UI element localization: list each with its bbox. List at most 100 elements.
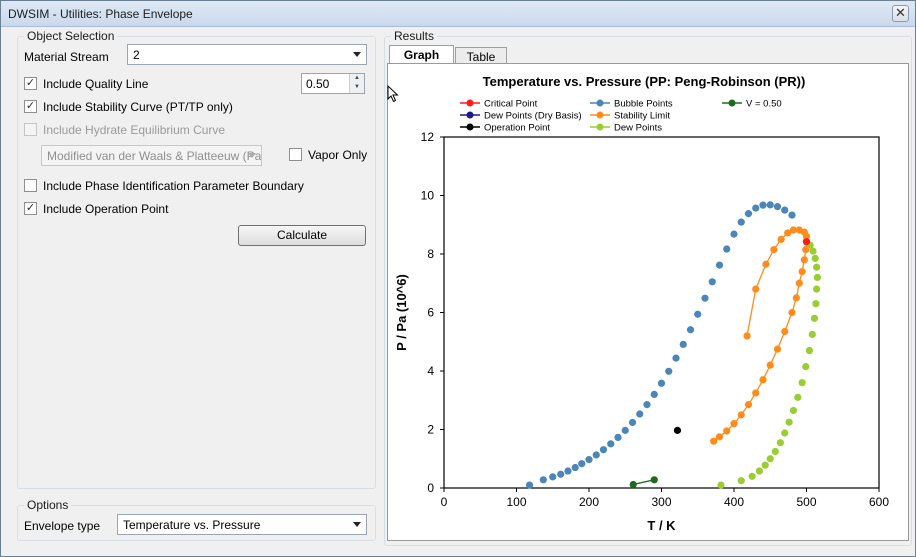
calculate-button[interactable]: Calculate [238, 225, 366, 246]
stability-curve-label: Include Stability Curve (PT/TP only) [43, 100, 233, 114]
data-point [710, 437, 718, 445]
y-tick-label: 12 [421, 130, 435, 144]
data-point [621, 426, 629, 434]
data-point [607, 440, 615, 448]
data-point [723, 245, 731, 253]
data-point [737, 477, 745, 485]
data-point [701, 294, 709, 302]
y-tick-label: 10 [421, 189, 435, 203]
tab-graph[interactable]: Graph [389, 45, 454, 66]
legend-marker [596, 111, 604, 119]
phase-id-boundary-label: Include Phase Identification Parameter B… [43, 179, 304, 193]
mouse-cursor-icon [387, 85, 399, 103]
data-point [752, 285, 760, 293]
chevron-down-icon [353, 522, 361, 527]
data-point [650, 390, 658, 398]
envelope-type-select[interactable]: Temperature vs. Pressure [117, 514, 367, 535]
legend-label: Bubble Points [614, 99, 673, 110]
data-point [744, 401, 753, 409]
stability-curve-checkbox[interactable]: ✓ [24, 100, 37, 113]
hydrate-curve-checkbox[interactable] [24, 123, 37, 136]
object-selection-legend: Object Selection [27, 29, 115, 43]
data-point [673, 426, 682, 434]
results-group: Results [384, 29, 912, 546]
data-point [752, 204, 760, 212]
data-point [773, 203, 782, 211]
data-point [643, 401, 651, 409]
x-axis-label: T / K [647, 518, 676, 533]
data-point [784, 229, 792, 237]
envelope-type-label: Envelope type [24, 519, 101, 533]
x-tick-label: 500 [796, 495, 816, 509]
data-point [794, 393, 802, 401]
material-stream-label: Material Stream [24, 50, 109, 64]
data-point [781, 327, 789, 336]
window-title: DWSIM - Utilities: Phase Envelope [8, 7, 193, 21]
data-point [781, 429, 789, 437]
data-point [650, 476, 658, 484]
data-point [795, 226, 803, 234]
data-point [636, 410, 644, 418]
x-tick-label: 400 [724, 495, 744, 509]
data-point [599, 446, 608, 454]
x-tick-label: 600 [869, 495, 889, 509]
spin-down-icon[interactable]: ▼ [354, 84, 360, 90]
hydrate-model-value: Modified van der Waals & Platteeuw (Parr [47, 149, 262, 163]
data-point [657, 379, 666, 387]
results-legend: Results [394, 29, 435, 43]
data-point [665, 367, 673, 375]
stepper-buttons[interactable]: ▲ ▼ [349, 74, 364, 93]
data-point [737, 218, 745, 226]
legend-marker [596, 99, 604, 107]
legend-marker [466, 111, 474, 119]
vapor-only-checkbox[interactable] [289, 148, 302, 161]
y-tick-label: 4 [427, 364, 434, 378]
hydrate-model-select[interactable]: Modified van der Waals & Platteeuw (Parr [41, 145, 262, 166]
data-point [717, 481, 725, 489]
data-point [730, 420, 738, 428]
operation-point-checkbox[interactable]: ✓ [24, 202, 37, 215]
data-point [789, 406, 798, 415]
series-line [713, 229, 808, 442]
legend-label: Operation Point [484, 123, 550, 134]
data-point [766, 201, 774, 209]
material-stream-select[interactable]: 2 [127, 44, 367, 65]
data-point [759, 376, 767, 384]
quality-line-checkbox[interactable]: ✓ [24, 77, 37, 90]
data-point [805, 346, 813, 355]
quality-value-stepper[interactable]: 0.50 ▲ ▼ [301, 73, 365, 94]
data-point [789, 226, 798, 234]
data-point [730, 230, 738, 238]
data-point [629, 480, 637, 489]
legend-label: Dew Points (Dry Basis) [484, 111, 582, 122]
data-point [686, 326, 695, 334]
data-point [708, 278, 716, 286]
hydrate-curve-label: Include Hydrate Equilibrium Curve [43, 123, 226, 137]
spin-up-icon[interactable]: ▲ [354, 75, 360, 81]
data-point [744, 210, 753, 218]
envelope-type-value: Temperature vs. Pressure [123, 518, 261, 532]
data-point [812, 300, 820, 308]
close-button[interactable]: ✕ [892, 5, 909, 22]
chevron-down-icon [248, 153, 256, 158]
data-point [766, 455, 774, 463]
legend-label: V = 0.50 [746, 99, 782, 110]
data-point [798, 379, 806, 387]
data-point [800, 256, 808, 264]
data-point [679, 340, 687, 348]
legend-label: Dew Points [614, 123, 662, 134]
data-point [813, 263, 821, 271]
data-point [557, 470, 565, 478]
phase-id-boundary-checkbox[interactable] [24, 179, 37, 192]
data-point [614, 433, 622, 441]
data-point [788, 308, 796, 317]
phase-envelope-chart: Temperature vs. Pressure (PP: Peng-Robin… [394, 74, 889, 533]
graph-panel: Temperature vs. Pressure (PP: Peng-Robin… [387, 63, 909, 541]
plot-frame [443, 136, 880, 489]
tab-table[interactable]: Table [455, 47, 507, 66]
checkmark-icon: ✓ [25, 100, 36, 112]
data-point [762, 260, 770, 268]
data-point [628, 418, 637, 427]
x-tick-label: 200 [579, 495, 599, 509]
options-legend: Options [27, 498, 69, 512]
